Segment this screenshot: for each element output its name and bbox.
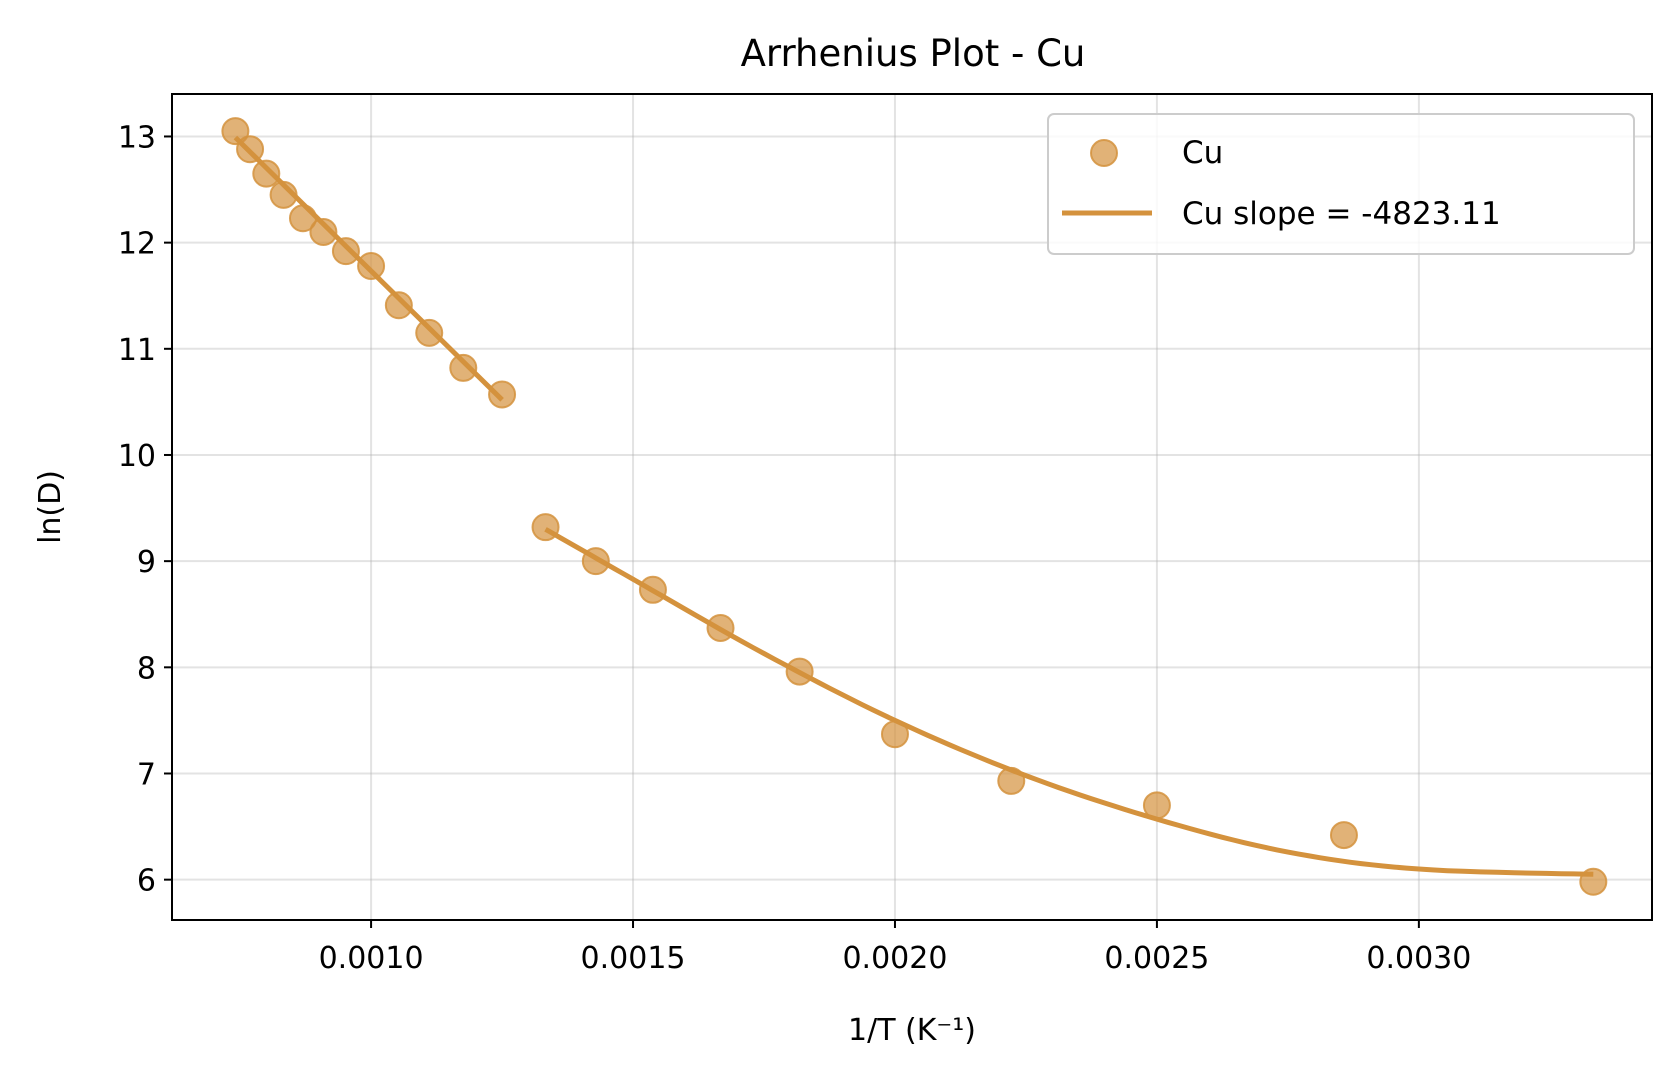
- legend-marker-scatter: [1090, 139, 1118, 167]
- legend-label-line: Cu slope = -4823.11: [1182, 196, 1501, 232]
- x-tick-label: 0.0025: [1104, 941, 1209, 976]
- x-tick-label: 0.0015: [581, 941, 686, 976]
- scatter-point: [415, 318, 444, 347]
- y-axis-label: ln(D): [33, 470, 68, 544]
- y-tick-label: 11: [118, 333, 156, 368]
- plot-area: [221, 117, 1608, 896]
- grid: [172, 94, 1652, 920]
- chart-title: Arrhenius Plot - Cu: [741, 32, 1086, 75]
- fit-line: [544, 527, 1594, 877]
- scatter-point: [331, 237, 360, 266]
- scatter-point: [1329, 821, 1358, 850]
- y-tick-label: 10: [118, 439, 156, 474]
- plot-frame: [171, 93, 1653, 921]
- legend: Cu Cu slope = -4823.11: [1047, 113, 1635, 255]
- scatter-point: [221, 117, 250, 146]
- scatter-point: [309, 218, 338, 247]
- scatter-point: [252, 159, 281, 188]
- x-axis-label: 1/T (K⁻¹): [848, 1013, 976, 1048]
- x-axis: 0.0010 0.0015 0.0020 0.0025 0.0030: [319, 920, 1471, 976]
- scatter-point: [384, 291, 413, 320]
- y-tick-label: 7: [137, 757, 156, 792]
- y-tick-label: 9: [137, 545, 156, 580]
- fit-line: [233, 135, 504, 402]
- legend-box: [1047, 113, 1635, 255]
- y-tick-label: 12: [118, 227, 156, 262]
- scatter-point: [488, 380, 517, 409]
- x-tick-label: 0.0030: [1366, 941, 1471, 976]
- y-tick-label: 13: [118, 120, 156, 155]
- y-tick-label: 8: [137, 651, 156, 686]
- y-tick-label: 6: [137, 864, 156, 899]
- x-tick-label: 0.0010: [319, 941, 424, 976]
- x-tick-label: 0.0020: [842, 941, 947, 976]
- scatter-point: [357, 251, 386, 280]
- y-axis: 6 7 8 9 10 11 12 13: [118, 120, 172, 899]
- legend-label-scatter: Cu: [1182, 135, 1223, 171]
- scatter-point: [449, 353, 478, 382]
